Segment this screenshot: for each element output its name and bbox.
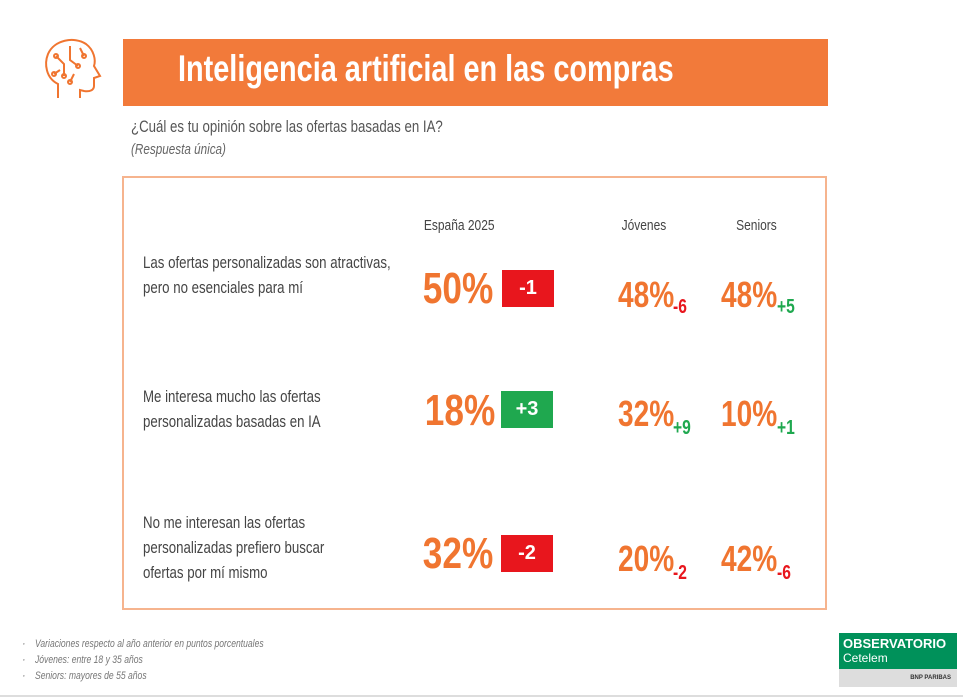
spain-delta-badge: +3: [501, 391, 553, 428]
seniors-delta: +5: [777, 296, 795, 318]
seniors-value: 42%: [721, 538, 778, 579]
page-title: Inteligencia artificial en las compras: [178, 48, 674, 89]
jovenes-delta: +9: [673, 417, 691, 439]
footnote: · Seniors: mayores de 55 años: [22, 670, 147, 682]
jovenes-delta: -2: [673, 562, 687, 584]
spain-value: 18%: [424, 386, 496, 435]
footnote: · Jóvenes: entre 18 y 35 años: [22, 654, 143, 666]
column-header-jovenes: Jóvenes: [621, 217, 667, 234]
results-panel: [122, 176, 827, 610]
brain-head-icon: [40, 34, 104, 102]
jovenes-value: 48%: [618, 274, 675, 315]
title-banner: [123, 39, 828, 106]
observatorio-cetelem-logo: OBSERVATORIO Cetelem BNP PARIBAS: [839, 633, 957, 687]
spain-delta-badge: -1: [502, 270, 554, 307]
jovenes-value: 20%: [618, 538, 675, 579]
question-note: (Respuesta única): [131, 141, 226, 158]
row-label: Me interesa mucho las ofertas personaliz…: [143, 387, 321, 431]
jovenes-delta: -6: [673, 296, 687, 318]
spain-delta-badge: -2: [501, 535, 553, 572]
divider: [0, 695, 963, 697]
row-label: No me interesan las ofertas personalizad…: [143, 513, 325, 582]
jovenes-value: 32%: [618, 393, 675, 434]
seniors-value: 10%: [721, 393, 778, 434]
row-label: Las ofertas personalizadas son atractiva…: [143, 253, 391, 297]
seniors-delta: -6: [777, 562, 791, 584]
footnote: · Variaciones respecto al año anterior e…: [22, 638, 264, 650]
column-header-spain: España 2025: [423, 217, 495, 234]
spain-value: 32%: [422, 529, 494, 578]
column-header-seniors: Seniors: [735, 217, 777, 234]
seniors-delta: +1: [777, 417, 795, 439]
question-text: ¿Cuál es tu opinión sobre las ofertas ba…: [131, 117, 443, 136]
seniors-value: 48%: [721, 274, 778, 315]
spain-value: 50%: [422, 264, 494, 313]
